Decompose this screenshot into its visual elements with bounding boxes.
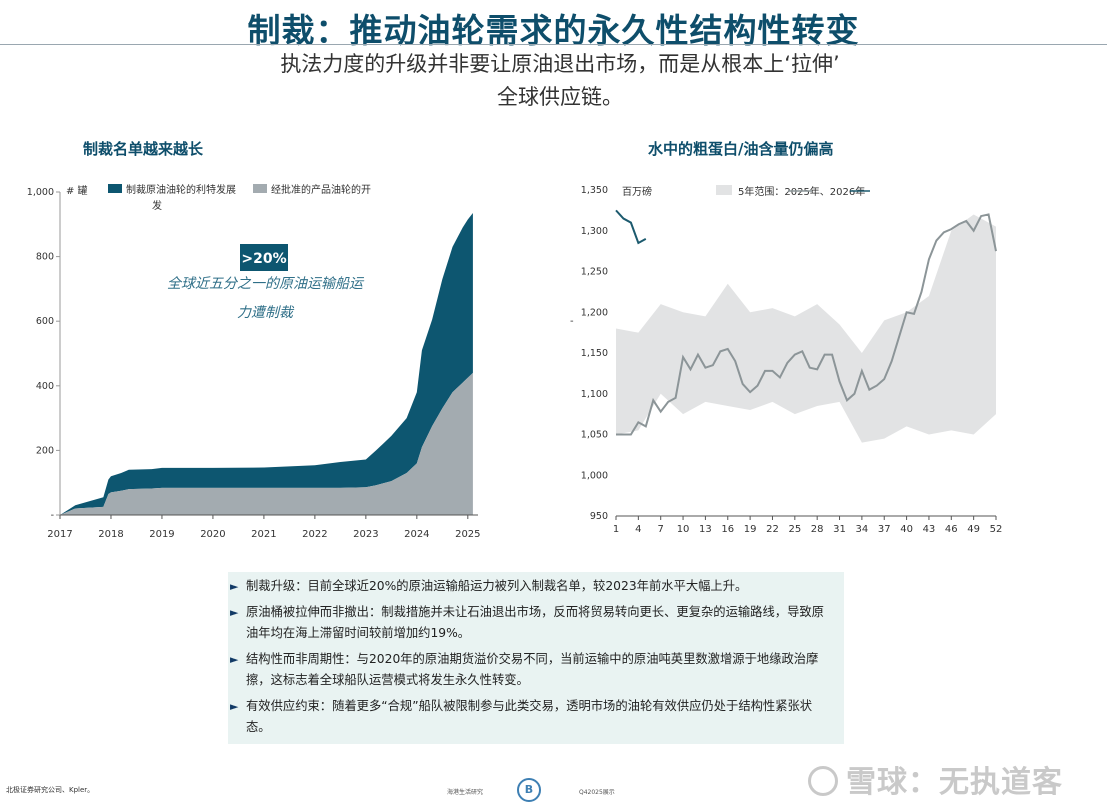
bullet-text: 结构性而非周期性：与2020年的原油期货溢价交易不同，当前运输中的原油吨英里数激… (246, 652, 819, 687)
right-x-tick-label: 49 (967, 524, 980, 535)
triangle-bullet-icon: ► (230, 700, 239, 713)
right-x-tick-label: 4 (635, 524, 641, 535)
watermark: 雪球：无执道客 (808, 757, 1063, 801)
right-unit-label: 百万磅 (622, 185, 652, 198)
bullet-text: 制裁升级：目前全球近20%的原油运输船运力被列入制裁名单，较2023年前水平大幅… (246, 579, 748, 593)
callout-badge-bg (240, 244, 288, 271)
bullet-text: 有效供应约束：随着更多“合规”船队被限制参与此类交易，透明市场的油轮有效供应仍处… (246, 699, 813, 734)
bullet-panel: ► 制裁升级：目前全球近20%的原油运输船运力被列入制裁名单，较2023年前水平… (228, 572, 844, 744)
bullet-item: ► 有效供应约束：随着更多“合规”船队被限制参与此类交易，透明市场的油轮有效供应… (228, 696, 834, 738)
left-x-tick-label: 2018 (98, 529, 123, 540)
left-y-tick-label: 400 (36, 381, 54, 392)
right-x-tick-label: 22 (766, 524, 779, 535)
left-x-tick-label: 2021 (251, 529, 276, 540)
right-x-tick-label: 46 (945, 524, 958, 535)
right-y-tick-label: 1,200 (581, 307, 608, 318)
bullet-item: ► 原油桶被拉伸而非撤出：制裁措施并未让石油退出市场，反而将贸易转向更长、更复杂… (228, 602, 834, 644)
callout-badge: >20% (241, 251, 286, 267)
snowball-logo-icon (808, 766, 838, 796)
triangle-bullet-icon: ► (230, 606, 239, 619)
right-y-tick-label: 1,050 (581, 430, 608, 441)
right-x-tick-label: 1 (613, 524, 619, 535)
left-chart-heading: 制裁名单越来越长 (83, 140, 204, 158)
left-x-tick-label: 2017 (47, 529, 72, 540)
right-y-tick-label: 1,300 (581, 226, 608, 237)
left-x-tick-label: 2020 (200, 529, 225, 540)
right-x-tick-label: 13 (699, 524, 712, 535)
left-y-tick-label: 1,000 (27, 187, 54, 198)
right-y-tick-label: 1,100 (581, 389, 608, 400)
right-x-tick-label: 10 (677, 524, 690, 535)
page-subtitle: 执法力度的升级并非要让原油退出市场，而是从根本上‘拉伸’ 全球供应链。 (150, 48, 970, 114)
right-x-tick-label: 40 (900, 524, 913, 535)
subtitle-line-1: 执法力度的升级并非要让原油退出市场，而是从根本上‘拉伸’ (280, 52, 840, 76)
bullet-item: ► 制裁升级：目前全球近20%的原油运输船运力被列入制裁名单，较2023年前水平… (228, 576, 834, 597)
right-y-tick-label: 950 (590, 511, 608, 522)
right-side-tick: - (570, 316, 574, 327)
triangle-bullet-icon: ► (230, 653, 239, 666)
right-y-tick-label: 1,350 (581, 185, 608, 196)
right-y-tick-label: 1,150 (581, 348, 608, 359)
legend-swatch-range (716, 185, 732, 195)
left-y-tick-label: 800 (36, 252, 54, 263)
footer-page-label: Q42025展示 (579, 789, 615, 796)
left-x-tick-label: 2024 (404, 529, 429, 540)
left-y-tick-label: - (51, 510, 54, 521)
left-x-tick-label: 2025 (455, 529, 480, 540)
bullet-item: ► 结构性而非周期性：与2020年的原油期货溢价交易不同，当前运输中的原油吨英里… (228, 649, 834, 691)
legend-label-product-cont: 发 (152, 199, 162, 212)
right-x-tick-label: 31 (833, 524, 846, 535)
legend-swatch-product (253, 184, 267, 193)
right-x-tick-label: 19 (744, 524, 757, 535)
footer-source: 北极证券研究公司、Kpler。 (6, 786, 95, 794)
legend-swatch-crude (108, 184, 122, 193)
series-line-2025 (616, 213, 997, 436)
right-chart-heading: 水中的粗蛋白/油含量仍偏高 (648, 140, 834, 158)
callout-text-2: 力遭制裁 (237, 305, 295, 321)
right-x-tick-label: 25 (788, 524, 801, 535)
bullet-text: 原油桶被拉伸而非撤出：制裁措施并未让石油退出市场，反而将贸易转向更长、更复杂的运… (246, 605, 824, 640)
footer-center-text: 海港生活研究 (447, 789, 484, 796)
legend-label-crude: 制裁原油油轮的利特发展 (126, 183, 236, 196)
company-logo-icon: B (517, 778, 541, 802)
left-y-tick-label: 200 (36, 445, 54, 456)
series-area-product-tankers (60, 372, 473, 515)
right-x-tick-label: 43 (923, 524, 936, 535)
left-x-tick-label: 2022 (302, 529, 327, 540)
five-year-range-band (616, 214, 996, 443)
triangle-bullet-icon: ► (230, 580, 239, 593)
page-title: 制裁：推动油轮需求的永久性结构性转变 (247, 11, 860, 50)
right-x-tick-label: 34 (856, 524, 869, 535)
right-x-tick-label: 28 (811, 524, 824, 535)
series-line-2026 (615, 209, 647, 245)
callout-text-1: 全球近五分之一的原油运输船运 (167, 276, 365, 292)
right-x-tick-label: 16 (721, 524, 734, 535)
right-x-tick-label: 7 (658, 524, 664, 535)
right-x-tick-label: 37 (878, 524, 891, 535)
right-y-tick-label: 1,000 (581, 470, 608, 481)
left-x-tick-label: 2019 (149, 529, 174, 540)
subtitle-line-2: 全球供应链。 (497, 85, 623, 109)
left-x-tick-label: 2023 (353, 529, 378, 540)
legend-label-product: 经批准的产品油轮的开 (271, 183, 371, 196)
right-x-tick-label: 52 (990, 524, 1003, 535)
watermark-text: 雪球：无执道客 (846, 765, 1063, 800)
legend-label-range: 5年范围：2025年、2026年 (738, 185, 865, 198)
title-divider (0, 44, 1107, 45)
left-y-tick-label: 600 (36, 316, 54, 327)
right-y-tick-label: 1,250 (581, 267, 608, 278)
series-area-crude-tankers (60, 212, 473, 515)
left-unit-label: # 罐 (66, 184, 88, 197)
